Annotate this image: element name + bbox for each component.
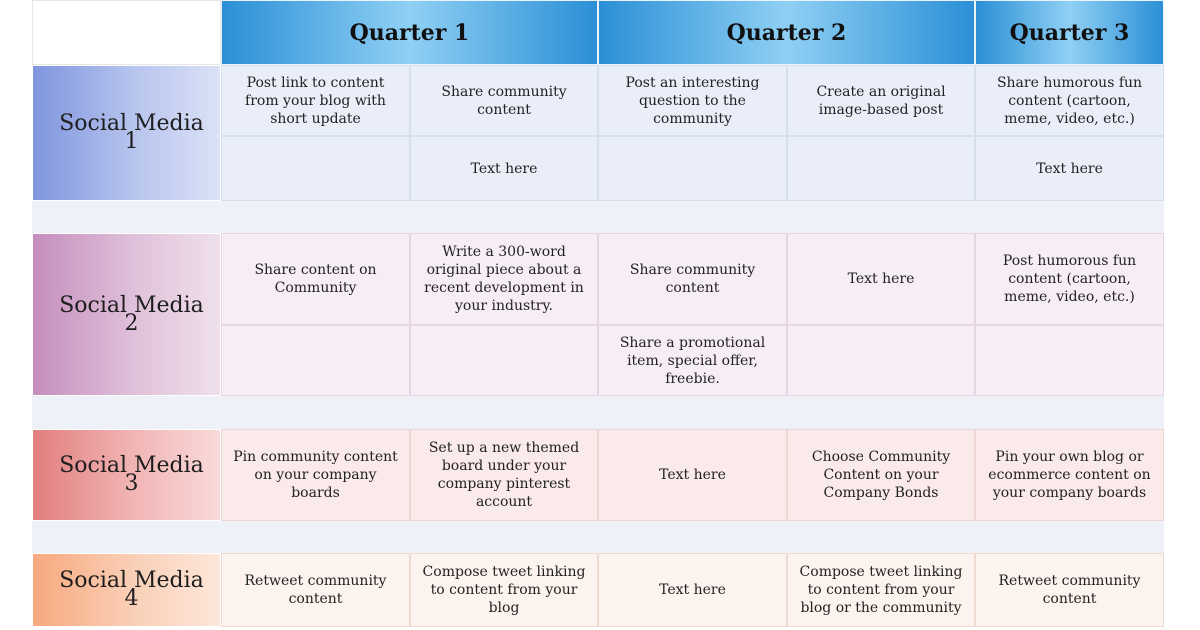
- table-cell: Text here: [598, 429, 787, 521]
- content-calendar-table: Quarter 1 Quarter 2 Quarter 3 Social Med…: [32, 0, 1164, 627]
- table-cell: Text here: [787, 233, 975, 325]
- quarter-3-header: Quarter 3: [975, 0, 1164, 65]
- table-cell: [598, 136, 787, 201]
- table-cell: Pin your own blog or ecommerce content o…: [975, 429, 1164, 521]
- table-cell: Post an interesting question to the comm…: [598, 65, 787, 136]
- table-cell: Retweet community content: [975, 553, 1164, 627]
- table-cell: Write a 300-word original piece about a …: [410, 233, 598, 325]
- table-cell: Text here: [598, 553, 787, 627]
- row-spacer: [32, 396, 1164, 429]
- quarter-1-header: Quarter 1: [221, 0, 598, 65]
- row-label-social-media-1: Social Media 1: [32, 65, 221, 201]
- row-spacer: [32, 201, 1164, 233]
- table-cell: [787, 136, 975, 201]
- table-cell: Share content on Community: [221, 233, 410, 325]
- table-cell: Compose tweet linking to content from yo…: [410, 553, 598, 627]
- table-cell: [787, 325, 975, 396]
- table-cell: [221, 325, 410, 396]
- row-label-social-media-2: Social Media 2: [32, 233, 221, 396]
- row-spacer: [32, 521, 1164, 553]
- table-cell: Create an original image-based post: [787, 65, 975, 136]
- table-cell: Choose Community Content on your Company…: [787, 429, 975, 521]
- table-cell: Pin community content on your company bo…: [221, 429, 410, 521]
- quarter-2-header: Quarter 2: [598, 0, 975, 65]
- corner-cell: [32, 0, 221, 65]
- table-cell: [221, 136, 410, 201]
- table-cell: Share humorous fun content (cartoon, mem…: [975, 65, 1164, 136]
- table-cell: Retweet community content: [221, 553, 410, 627]
- table-cell: Set up a new themed board under your com…: [410, 429, 598, 521]
- table-cell: Share a promotional item, special offer,…: [598, 325, 787, 396]
- row-label-social-media-4: Social Media 4: [32, 553, 221, 627]
- row-label-social-media-3: Social Media 3: [32, 429, 221, 521]
- table-cell: Text here: [975, 136, 1164, 201]
- table-cell: Share community content: [410, 65, 598, 136]
- table-cell: Post humorous fun content (cartoon, meme…: [975, 233, 1164, 325]
- table-cell: [975, 325, 1164, 396]
- table-cell: Post link to content from your blog with…: [221, 65, 410, 136]
- table-cell: Share community content: [598, 233, 787, 325]
- table-cell: [410, 325, 598, 396]
- table-cell: Compose tweet linking to content from yo…: [787, 553, 975, 627]
- table-cell: Text here: [410, 136, 598, 201]
